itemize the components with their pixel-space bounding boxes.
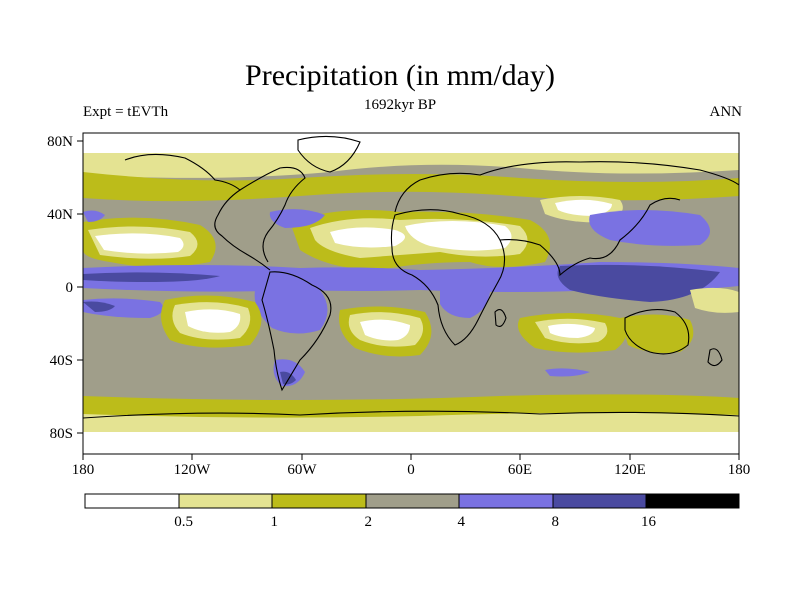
n-atlantic-storm-track (269, 209, 325, 228)
s-pacific-dry-core (185, 309, 241, 333)
north-america-east-coast (239, 166, 306, 263)
patagonia-wet (273, 359, 305, 387)
madagascar-coast (494, 309, 507, 327)
tick-marks (77, 140, 740, 460)
lat-tick-label: 40S (50, 353, 73, 369)
legend-labels: 0.5 1 2 4 8 16 (174, 514, 656, 530)
legend-label: 16 (641, 514, 657, 530)
legend-swatch (179, 494, 272, 508)
n-pacific-dry-3 (95, 233, 184, 254)
s-indian-dry-core (548, 323, 595, 338)
new-zealand-coast (707, 348, 723, 367)
eurasia-north-coast (394, 161, 739, 213)
legend-swatch (366, 494, 459, 508)
lat-tick-label: 40N (47, 207, 73, 223)
s-atlantic-dry-core (360, 319, 410, 341)
legend-swatch (646, 494, 739, 508)
amazon-wet (254, 285, 328, 334)
s-indian-wet-patch (545, 368, 590, 377)
itcz-pacific-core (83, 272, 220, 282)
legend-label: 2 (365, 514, 373, 530)
spcz-core (83, 301, 115, 312)
australia-dry (620, 314, 694, 354)
legend-colorbar (84, 493, 740, 509)
legend-label: 1 (271, 514, 279, 530)
southern-ocean-band (83, 394, 739, 418)
longitude-labels: 180 120W 60W 0 60E 120E 180 (72, 462, 751, 478)
south-asia-coast (499, 197, 681, 277)
legend-label: 4 (458, 514, 466, 530)
south-america-coast (261, 271, 332, 392)
legend-label: 0.5 (174, 514, 193, 530)
coastlines (83, 135, 739, 419)
congo-wet (440, 282, 490, 318)
north-mid-band (83, 172, 739, 202)
north-america-coast (124, 153, 271, 271)
lon-tick-label: 60W (287, 462, 317, 478)
lat-tick-label: 80N (47, 134, 73, 150)
lat-tick-label: 0 (66, 280, 74, 296)
antarctic-dry (83, 430, 739, 454)
n-pacific-storm-west (83, 210, 105, 222)
n-atlantic-dry-core (330, 227, 405, 248)
legend-swatch (553, 494, 646, 508)
greenland-coast (297, 135, 361, 173)
patagonia-wet-core (280, 371, 296, 385)
africa-coast (390, 209, 506, 346)
lon-tick-label: 0 (407, 462, 415, 478)
legend-label: 8 (552, 514, 560, 530)
map-title: Precipitation (in mm/day) (245, 59, 555, 92)
lon-tick-label: 60E (508, 462, 532, 478)
experiment-label: Expt = tEVTh (83, 104, 169, 120)
arctic-band (83, 153, 739, 178)
sahara-arabia-dry-core (405, 221, 512, 251)
legend-swatch (459, 494, 553, 508)
lon-tick-label: 180 (728, 462, 751, 478)
arctic-dry (83, 133, 739, 153)
e-pacific-dry (690, 287, 739, 313)
lon-tick-label: 120E (614, 462, 646, 478)
latitude-labels: 80N 40N 0 40S 80S (47, 134, 73, 442)
map-subtitle: 1692kyr BP (363, 97, 437, 113)
legend-swatch (272, 494, 366, 508)
legend-swatch (85, 494, 179, 508)
season-label: ANN (709, 104, 743, 120)
lat-tick-label: 80S (50, 426, 73, 442)
antarctica-coast (83, 410, 739, 419)
central-asia-dry-core (555, 199, 612, 216)
n-pacific-storm-track (589, 210, 710, 246)
maritime-continent-wet (557, 264, 720, 302)
precipitation-field (83, 133, 739, 454)
australia-coast (624, 309, 690, 355)
lon-tick-label: 180 (72, 462, 95, 478)
lon-tick-label: 120W (174, 462, 212, 478)
